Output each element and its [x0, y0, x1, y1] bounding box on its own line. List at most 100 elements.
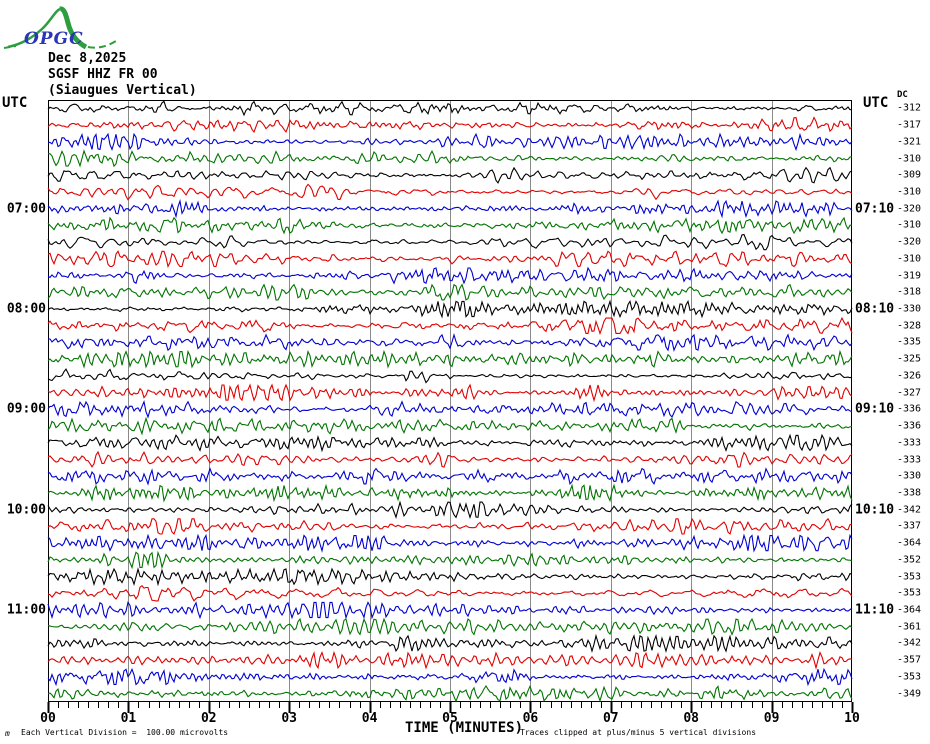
right-hour-label: 09:10 [855, 401, 895, 417]
trace-row-26 [47, 517, 853, 536]
dc-offset-value: -310 [897, 153, 922, 165]
dc-offset-value: -357 [897, 654, 922, 666]
logo-text: OPGC [24, 29, 84, 49]
dc-offset-value: -342 [897, 504, 922, 516]
dc-offset-value: -361 [897, 621, 922, 633]
dc-offset-value: -335 [897, 336, 922, 348]
scale-footnote: Each Vertical Division = 100.00 microvol… [21, 728, 229, 737]
clipping-footnote: Traces clipped at plus/minus 5 vertical … [520, 728, 757, 737]
x-tick-label: 01 [120, 711, 137, 726]
trace-row-21 [47, 433, 853, 453]
dc-offset-value: -349 [897, 688, 922, 700]
trace-row-1 [47, 100, 853, 117]
dc-offset-value: -328 [897, 320, 922, 332]
x-tick-label: 03 [281, 711, 298, 726]
trace-row-11 [47, 266, 853, 285]
logo-ridge-ascent [7, 7, 61, 49]
trace-row-9 [47, 233, 853, 251]
x-tick-label: 04 [361, 711, 378, 726]
dc-offset-value: -330 [897, 470, 922, 482]
x-tick-label: 00 [40, 711, 56, 726]
left-axis-title: UTC [2, 95, 28, 111]
trace-row-30 [47, 584, 853, 602]
trace-row-27 [47, 533, 853, 553]
dc-offset-value: -333 [897, 454, 922, 466]
dc-offset-value: -330 [897, 303, 922, 315]
left-hour-label: 08:00 [6, 301, 46, 317]
trace-row-16 [47, 349, 853, 369]
trace-row-33 [47, 633, 853, 654]
trace-row-7 [47, 198, 853, 219]
trace-row-31 [47, 601, 853, 620]
trace-row-17 [47, 368, 853, 384]
dc-offset-value: -327 [897, 387, 922, 399]
dc-offset-value: -325 [897, 353, 922, 365]
dc-offset-value: -336 [897, 403, 922, 415]
trace-row-6 [47, 183, 853, 201]
dc-offset-value: -309 [897, 169, 922, 181]
x-tick-label: 07 [602, 711, 619, 726]
trace-row-14 [47, 316, 853, 336]
trace-row-2 [47, 116, 853, 134]
trace-row-3 [47, 132, 853, 152]
dc-offset-value: -321 [897, 136, 922, 148]
dc-offset-value: -310 [897, 186, 922, 198]
dc-offset-value: -326 [897, 370, 922, 382]
trace-row-4 [47, 149, 853, 168]
dc-offset-value: -342 [897, 637, 922, 649]
dc-offset-value: -319 [897, 270, 922, 282]
dc-offset-value: -353 [897, 671, 922, 683]
trace-row-12 [47, 283, 853, 301]
header-date: Dec 8,2025 [48, 51, 127, 66]
dc-offset-value: -312 [897, 102, 922, 114]
trace-row-22 [47, 450, 853, 468]
header-station-code: SGSF HHZ FR 00 [48, 67, 158, 82]
x-tick-label: 06 [522, 711, 539, 726]
x-tick-label: 05 [442, 711, 458, 726]
plot-frame [48, 100, 852, 702]
left-hour-label: 10:00 [6, 502, 46, 518]
right-hour-label: 11:10 [855, 602, 895, 618]
dc-offset-value: -320 [897, 236, 922, 248]
dc-offset-value: -364 [897, 537, 922, 549]
dc-offset-value: -320 [897, 203, 922, 215]
dc-offset-value: -353 [897, 587, 922, 599]
trace-row-34 [47, 650, 853, 670]
scale-marker-glyph: m [5, 729, 10, 738]
left-hour-label: 07:00 [6, 201, 46, 217]
x-tick-label: 02 [200, 711, 217, 726]
trace-row-18 [47, 383, 853, 403]
x-tick-label: 08 [683, 711, 700, 726]
dc-offset-value: -310 [897, 253, 922, 265]
trace-row-5 [47, 166, 853, 184]
x-tick-label: 09 [763, 711, 780, 726]
logo-ridge-descent [59, 6, 88, 50]
dc-offset-value: -318 [897, 286, 922, 298]
trace-row-24 [47, 483, 853, 503]
left-hour-label: 11:00 [6, 602, 46, 618]
trace-row-28 [47, 550, 853, 570]
dc-offset-value: -337 [897, 520, 922, 532]
trace-row-36 [47, 684, 853, 703]
trace-row-8 [47, 216, 853, 235]
trace-row-32 [47, 617, 853, 636]
dc-offset-value: -310 [897, 219, 922, 231]
trace-row-23 [47, 467, 853, 486]
right-hour-label: 10:10 [855, 502, 895, 518]
trace-row-13 [47, 299, 853, 319]
trace-row-19 [47, 399, 853, 419]
left-hour-label: 09:00 [6, 401, 46, 417]
dc-offset-value: -352 [897, 554, 922, 566]
trace-row-20 [47, 416, 853, 436]
dc-offset-value: -338 [897, 487, 922, 499]
trace-row-29 [47, 567, 853, 587]
x-axis-title: TIME (MINUTES) [404, 720, 524, 736]
trace-row-25 [47, 500, 853, 520]
logo-dash-right [87, 40, 117, 49]
opgc-logo: OPGC [3, 6, 117, 50]
dc-offset-value: -333 [897, 437, 922, 449]
right-hour-label: 08:10 [855, 301, 895, 317]
right-axis-title: UTC [863, 95, 889, 111]
trace-row-15 [48, 332, 853, 352]
